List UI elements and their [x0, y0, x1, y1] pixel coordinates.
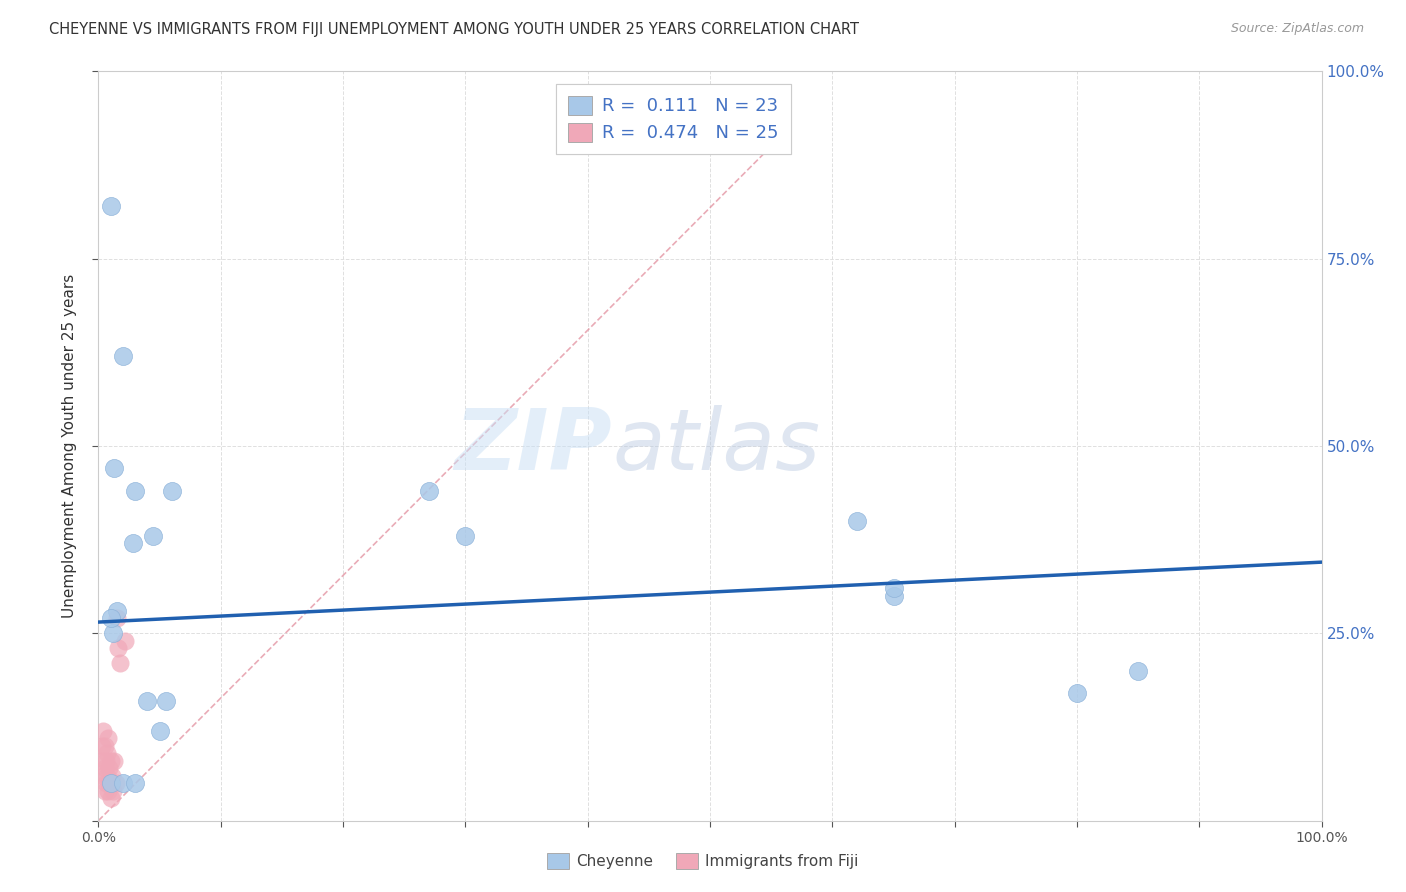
Point: [121, 536, 143, 550]
Point: [111, 349, 134, 363]
Point: [93, 739, 115, 753]
Text: ZIP: ZIP: [454, 404, 612, 488]
Y-axis label: Unemployment Among Youth under 25 years: Unemployment Among Youth under 25 years: [62, 274, 77, 618]
Point: [845, 514, 868, 528]
Point: [97, 731, 120, 746]
Point: [155, 694, 177, 708]
Point: [100, 199, 122, 213]
Point: [100, 776, 122, 790]
Point: [105, 611, 128, 625]
Point: [94, 754, 117, 768]
Legend: R =  0.111   N = 23, R =  0.474   N = 25: R = 0.111 N = 23, R = 0.474 N = 25: [555, 84, 792, 154]
Point: [100, 754, 122, 768]
Point: [111, 776, 134, 790]
Point: [100, 611, 122, 625]
Point: [96, 769, 118, 783]
Point: [94, 776, 117, 790]
Point: [883, 582, 905, 596]
Point: [91, 723, 114, 738]
Point: [124, 483, 146, 498]
Point: [110, 657, 132, 671]
Point: [105, 604, 128, 618]
Point: [104, 776, 127, 790]
Point: [124, 776, 146, 790]
Point: [93, 761, 115, 775]
Point: [418, 483, 440, 498]
Point: [98, 761, 121, 775]
Point: [136, 694, 159, 708]
Point: [454, 529, 477, 543]
Point: [107, 641, 129, 656]
Point: [93, 783, 115, 797]
Point: [98, 776, 121, 790]
Point: [100, 791, 122, 805]
Point: [1128, 664, 1150, 678]
Point: [114, 633, 136, 648]
Point: [96, 746, 118, 760]
Point: [160, 483, 183, 498]
Point: [142, 529, 165, 543]
Text: CHEYENNE VS IMMIGRANTS FROM FIJI UNEMPLOYMENT AMONG YOUTH UNDER 25 YEARS CORRELA: CHEYENNE VS IMMIGRANTS FROM FIJI UNEMPLO…: [49, 22, 859, 37]
Text: atlas: atlas: [612, 404, 820, 488]
Point: [90, 754, 112, 768]
Text: Source: ZipAtlas.com: Source: ZipAtlas.com: [1230, 22, 1364, 36]
Point: [103, 461, 125, 475]
Point: [1066, 686, 1088, 700]
Point: [91, 739, 114, 753]
Point: [883, 589, 905, 603]
Point: [101, 626, 124, 640]
Point: [97, 783, 120, 797]
Point: [149, 723, 172, 738]
Point: [101, 783, 124, 797]
Point: [103, 754, 125, 768]
Legend: Cheyenne, Immigrants from Fiji: Cheyenne, Immigrants from Fiji: [541, 847, 865, 875]
Point: [101, 769, 124, 783]
Point: [91, 769, 114, 783]
